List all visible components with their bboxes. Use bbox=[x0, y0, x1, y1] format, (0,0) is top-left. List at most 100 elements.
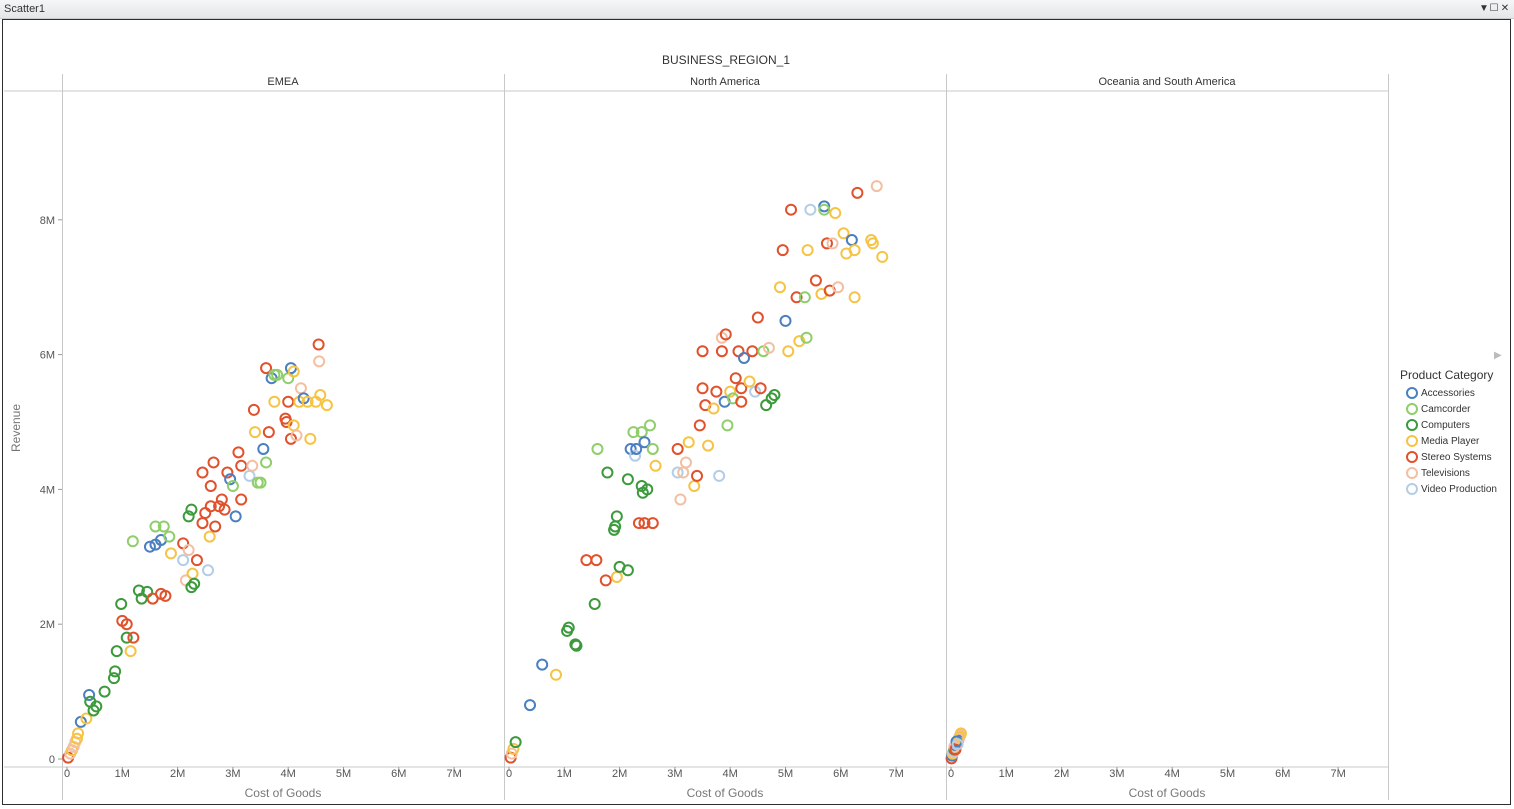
data-point bbox=[870, 180, 883, 193]
legend-item[interactable]: Media Player bbox=[1400, 433, 1512, 449]
data-point bbox=[290, 429, 303, 442]
data-point bbox=[254, 476, 267, 489]
data-point bbox=[713, 469, 726, 482]
legend-label: Video Production bbox=[1421, 483, 1497, 495]
data-point bbox=[202, 564, 215, 577]
legend-item[interactable]: Video Production bbox=[1400, 481, 1512, 497]
data-point bbox=[507, 742, 520, 755]
legend-title: Product Category bbox=[1400, 368, 1494, 382]
data-point bbox=[550, 668, 563, 681]
data-point bbox=[641, 483, 654, 496]
close-icon[interactable]: ✕ bbox=[1500, 3, 1510, 14]
menu-dropdown-icon[interactable]: ▼ bbox=[1479, 3, 1489, 14]
x-tick-label: 4M bbox=[723, 768, 738, 780]
data-point bbox=[203, 530, 216, 543]
data-point bbox=[196, 466, 209, 479]
maximize-icon[interactable]: ☐ bbox=[1489, 3, 1499, 14]
legend: Product Category Accessories Camcorder Com… bbox=[1400, 368, 1512, 497]
data-point bbox=[185, 581, 198, 594]
legend-item[interactable]: Computers bbox=[1400, 417, 1512, 433]
y-tick-label: 2M bbox=[40, 619, 55, 631]
data-point bbox=[109, 665, 122, 678]
data-point bbox=[848, 291, 861, 304]
data-point bbox=[580, 554, 593, 567]
x-tick-label: 3M bbox=[225, 768, 240, 780]
legend-label: Media Player bbox=[1421, 435, 1480, 447]
data-point bbox=[235, 459, 248, 472]
x-tick-label: 0 bbox=[948, 768, 954, 780]
data-point bbox=[320, 399, 333, 412]
x-tick-label: 5M bbox=[778, 768, 793, 780]
data-point bbox=[765, 392, 778, 405]
data-point bbox=[804, 203, 817, 216]
legend-label: Accessories bbox=[1421, 387, 1475, 399]
data-point bbox=[232, 446, 245, 459]
data-point bbox=[707, 402, 720, 415]
legend-item[interactable]: Camcorder bbox=[1400, 401, 1512, 417]
panel-header-north-america: North America bbox=[690, 76, 761, 88]
data-point bbox=[732, 345, 745, 358]
data-point bbox=[246, 459, 259, 472]
y-tick-label: 8M bbox=[40, 215, 55, 227]
data-point bbox=[157, 520, 170, 533]
data-point bbox=[646, 517, 659, 530]
legend-item[interactable]: Stereo Systems bbox=[1400, 449, 1512, 465]
y-tick-label: 6M bbox=[40, 350, 55, 362]
data-point bbox=[826, 237, 839, 250]
data-point bbox=[287, 365, 300, 378]
data-point bbox=[196, 517, 209, 530]
legend-label: Computers bbox=[1421, 419, 1470, 431]
data-point bbox=[768, 389, 781, 402]
legend-swatch-icon bbox=[1406, 403, 1418, 415]
data-point bbox=[601, 466, 614, 479]
data-point bbox=[671, 442, 684, 455]
data-point bbox=[186, 567, 199, 580]
data-point bbox=[159, 589, 172, 602]
data-point bbox=[621, 473, 634, 486]
data-point bbox=[779, 314, 792, 327]
x-tick-label: 5M bbox=[336, 768, 351, 780]
data-point bbox=[729, 372, 742, 385]
y-tick-label: 0 bbox=[49, 754, 55, 766]
data-point bbox=[671, 466, 684, 479]
data-point bbox=[629, 449, 642, 462]
legend-item[interactable]: Accessories bbox=[1400, 385, 1512, 401]
data-point bbox=[312, 338, 325, 351]
x-tick-label: 3M bbox=[1109, 768, 1124, 780]
data-point bbox=[818, 203, 831, 216]
x-tick-label: 4M bbox=[281, 768, 296, 780]
legend-swatch-icon bbox=[1406, 467, 1418, 479]
data-point bbox=[127, 631, 140, 644]
data-point bbox=[536, 658, 549, 671]
x-axis-label: Cost of Goods bbox=[245, 786, 322, 800]
x-tick-label: 4M bbox=[1165, 768, 1180, 780]
data-point bbox=[271, 368, 284, 381]
data-point bbox=[268, 395, 281, 408]
legend-label: Stereo Systems bbox=[1421, 451, 1492, 463]
x-tick-label: 6M bbox=[1275, 768, 1290, 780]
data-point bbox=[221, 466, 234, 479]
panel-header-oceania-and-south-america: Oceania and South America bbox=[1099, 76, 1237, 88]
data-point bbox=[247, 403, 260, 416]
data-point bbox=[782, 345, 795, 358]
data-point bbox=[610, 510, 623, 523]
chart-frame bbox=[2, 19, 1511, 805]
data-point bbox=[262, 426, 275, 439]
data-point bbox=[83, 688, 96, 701]
legend-swatch-icon bbox=[1406, 483, 1418, 495]
data-point bbox=[837, 227, 850, 240]
data-point bbox=[120, 618, 133, 631]
legend-expand-icon[interactable]: ▶ bbox=[1494, 350, 1502, 361]
legend-item[interactable]: Televisions bbox=[1400, 465, 1512, 481]
window-titlebar: Scatter1 ▼ ☐ ✕ bbox=[0, 0, 1514, 19]
x-tick-label: 6M bbox=[833, 768, 848, 780]
data-point bbox=[800, 331, 813, 344]
x-tick-label: 7M bbox=[1330, 768, 1345, 780]
data-point bbox=[282, 372, 295, 385]
data-point bbox=[751, 311, 764, 324]
data-point bbox=[762, 341, 775, 354]
data-point bbox=[773, 281, 786, 294]
data-point bbox=[190, 554, 203, 567]
data-point bbox=[314, 389, 327, 402]
data-point bbox=[164, 547, 177, 560]
